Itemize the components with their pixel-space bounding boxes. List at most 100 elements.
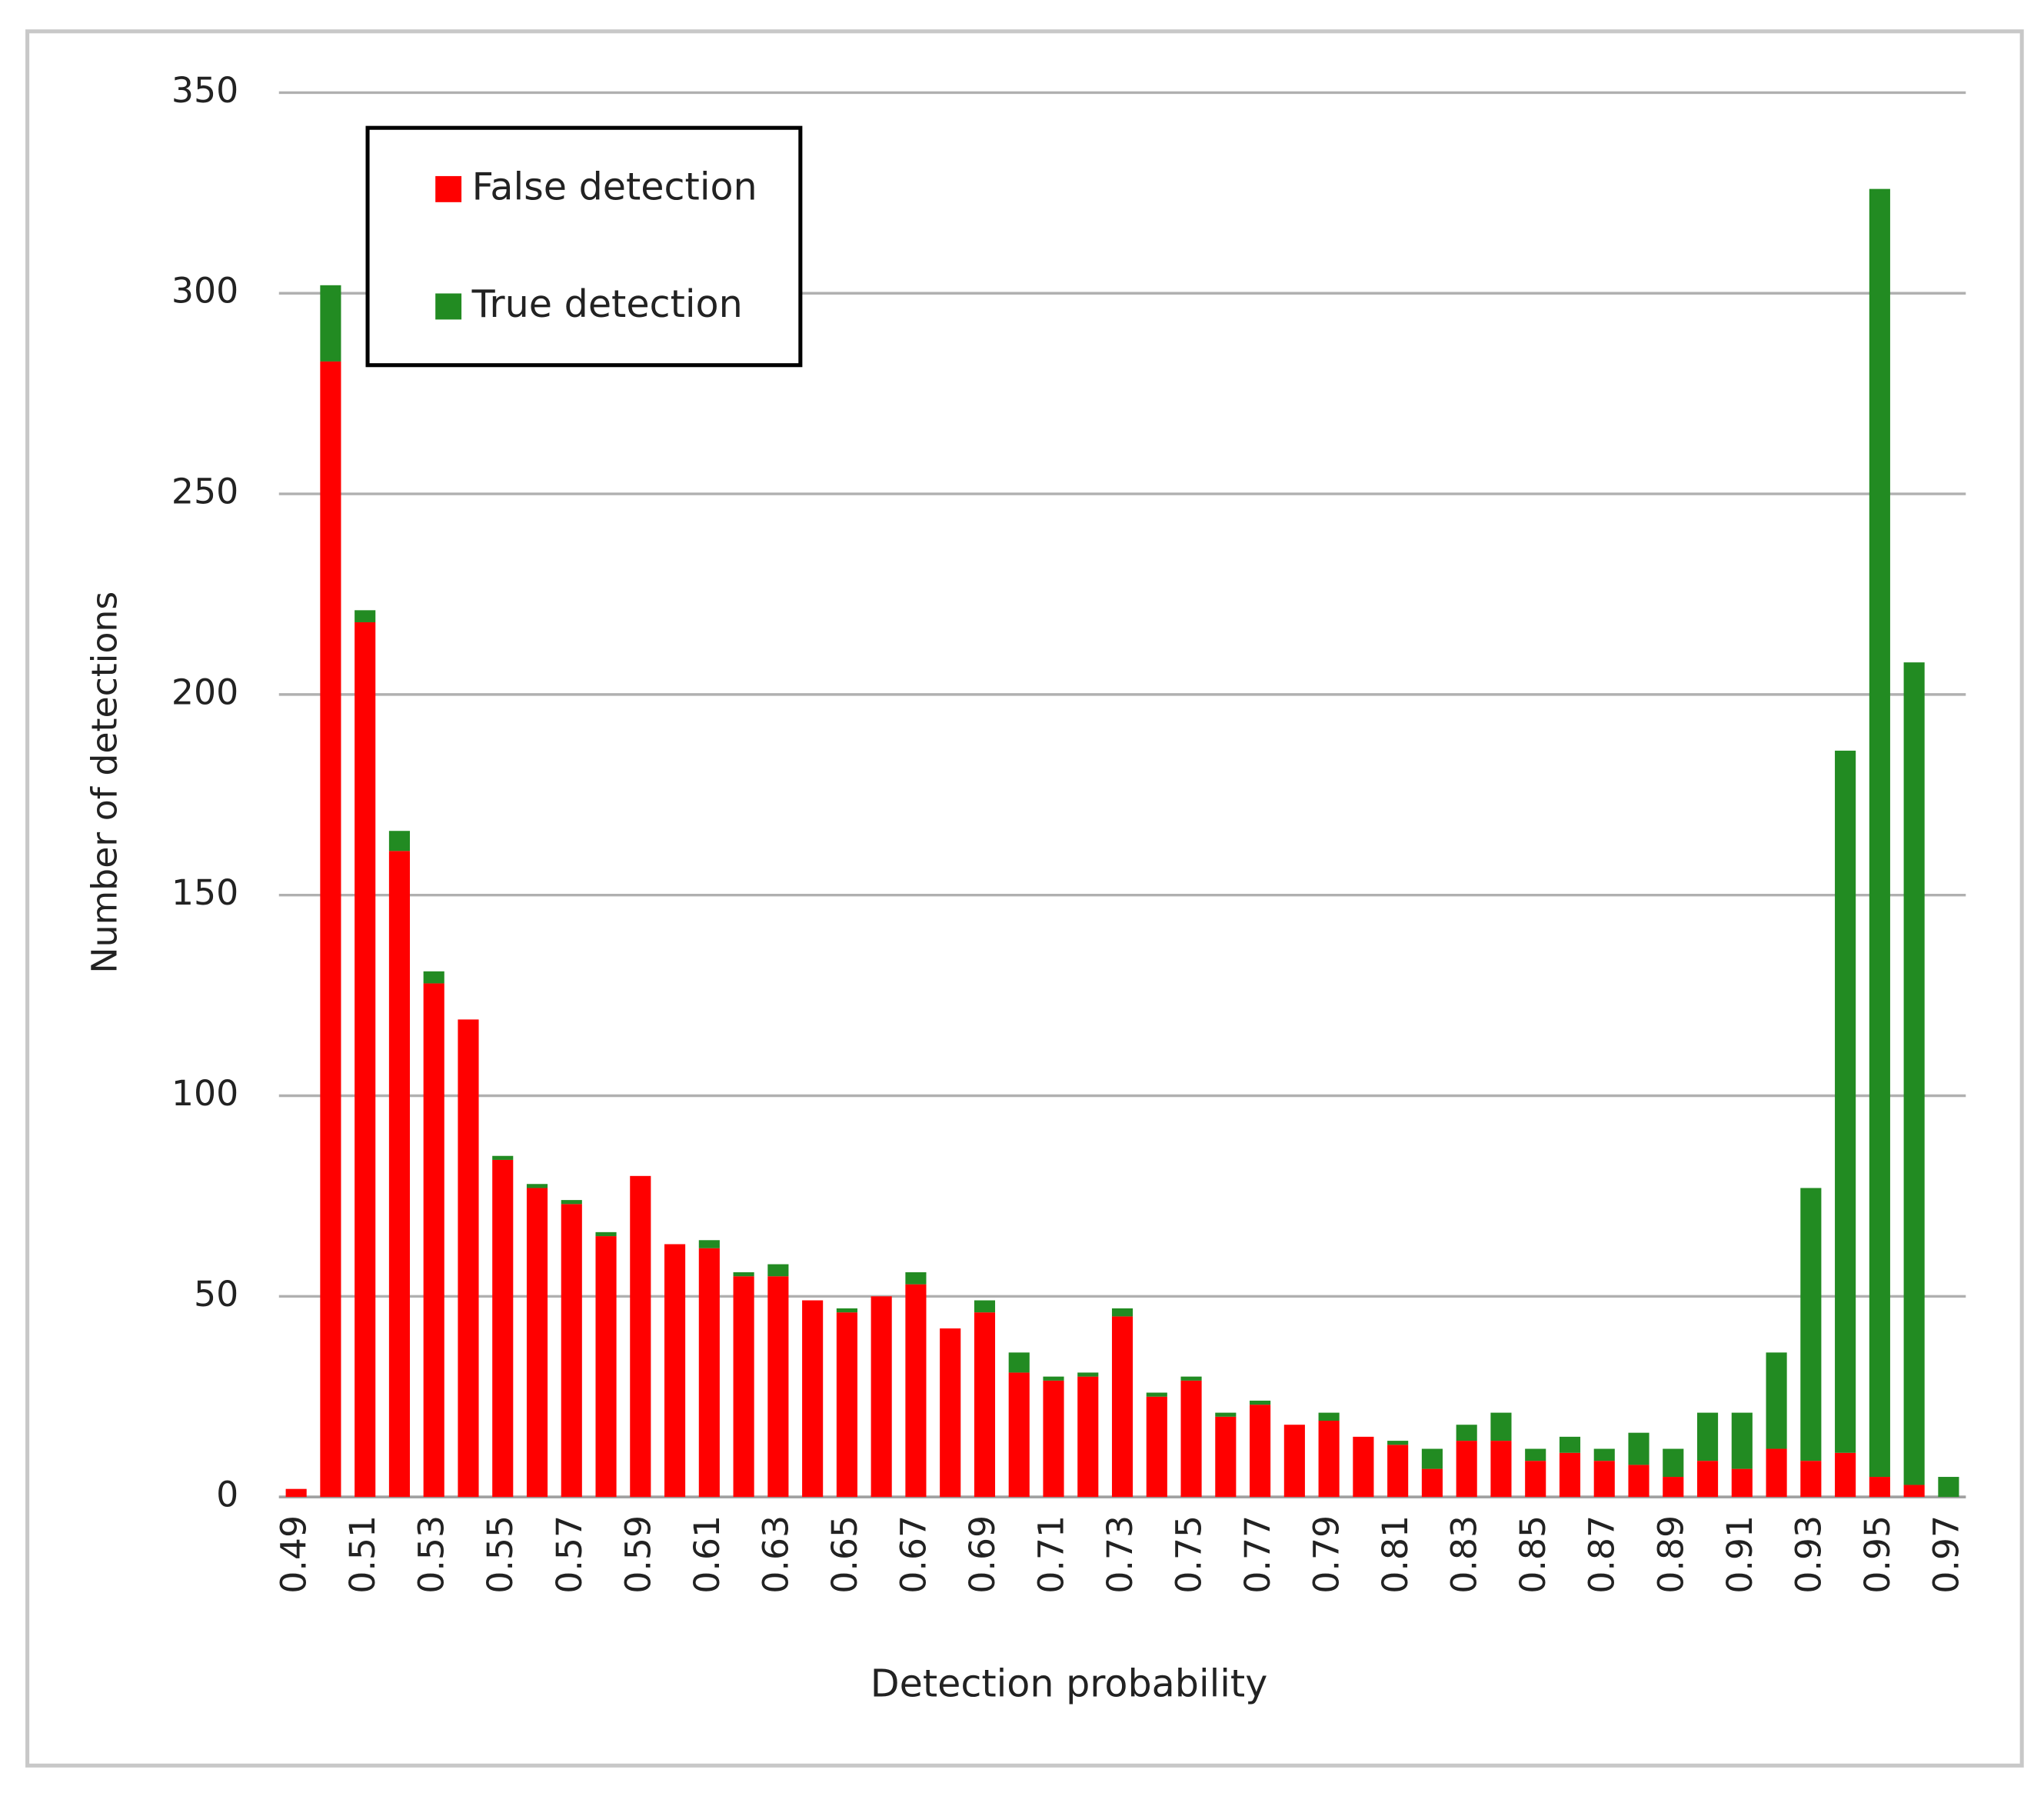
y-tick-label: 250 xyxy=(171,472,238,512)
x-tick-label: 0.59 xyxy=(618,1515,658,1594)
legend-swatch xyxy=(435,293,462,320)
bar-segment xyxy=(733,1276,754,1498)
bar-segment xyxy=(526,1188,548,1498)
bar-segment xyxy=(1490,1412,1512,1441)
bar-segment xyxy=(1318,1412,1340,1421)
bar-segment xyxy=(526,1184,548,1188)
bar-segment xyxy=(630,1175,651,1498)
x-tick-label: 0.97 xyxy=(1926,1515,1966,1594)
x-tick-label: 0.69 xyxy=(962,1515,1003,1594)
x-tick-label: 0.57 xyxy=(549,1515,590,1594)
bar-segment xyxy=(836,1312,857,1498)
bar-segment xyxy=(492,1155,514,1160)
x-tick-label: 0.53 xyxy=(411,1515,452,1594)
x-tick-label: 0.75 xyxy=(1169,1515,1210,1594)
x-tick-label: 0.91 xyxy=(1719,1515,1760,1594)
bar-segment xyxy=(1387,1445,1409,1498)
bar-segment xyxy=(1008,1352,1030,1373)
bar-segment xyxy=(1180,1380,1202,1498)
bar-segment xyxy=(1593,1461,1615,1498)
bar-segment xyxy=(1008,1372,1030,1498)
bar-segment xyxy=(423,971,444,984)
bar-segment xyxy=(355,610,376,622)
bar-segment xyxy=(1215,1416,1237,1498)
bar-segment xyxy=(664,1244,686,1498)
y-tick-label: 100 xyxy=(171,1073,238,1114)
bar-segment xyxy=(1731,1468,1753,1498)
y-tick-label: 300 xyxy=(171,271,238,312)
bar-segment xyxy=(1835,750,1856,1453)
bar-segment xyxy=(1593,1448,1615,1461)
bar-segment xyxy=(767,1276,789,1498)
bar-segment xyxy=(1766,1448,1787,1498)
x-tick-label: 0.65 xyxy=(824,1515,865,1594)
bar-segment xyxy=(974,1300,996,1313)
bar-segment xyxy=(1696,1461,1719,1498)
x-tick-label: 0.49 xyxy=(274,1515,315,1594)
x-tick-label: 0.81 xyxy=(1375,1515,1416,1594)
bar-segment xyxy=(1800,1188,1822,1461)
legend-box xyxy=(365,125,803,368)
bar-segment xyxy=(1490,1441,1512,1498)
bar-segment xyxy=(698,1240,720,1248)
bar-segment xyxy=(1696,1412,1719,1461)
bar-segment xyxy=(1180,1376,1202,1381)
bar-segment xyxy=(905,1284,927,1498)
bar-segment xyxy=(1077,1372,1099,1377)
bar-segment xyxy=(492,1159,514,1498)
x-tick-label: 0.85 xyxy=(1513,1515,1553,1594)
bar-segment xyxy=(320,361,341,1498)
bar-segment xyxy=(1456,1425,1477,1441)
y-tick-label: 350 xyxy=(171,70,238,111)
bar-segment xyxy=(423,983,444,1498)
x-tick-label: 0.89 xyxy=(1650,1515,1691,1594)
bar-segment xyxy=(1938,1477,1959,1498)
bar-segment xyxy=(1869,188,1890,1478)
bar-segment xyxy=(1559,1436,1581,1453)
y-tick-label: 50 xyxy=(194,1274,238,1315)
x-tick-label: 0.63 xyxy=(755,1515,796,1594)
bar-segment xyxy=(1869,1477,1890,1498)
bar-segment xyxy=(767,1264,789,1277)
bar-segment xyxy=(1077,1376,1099,1498)
bar-segment xyxy=(1283,1425,1305,1498)
bar-segment xyxy=(698,1248,720,1498)
bar-segment xyxy=(1559,1452,1581,1498)
x-tick-label: 0.51 xyxy=(342,1515,383,1594)
bar-segment xyxy=(561,1204,582,1498)
bar-segment xyxy=(1146,1396,1167,1498)
legend-swatch xyxy=(435,175,462,202)
y-tick-label: 200 xyxy=(171,672,238,712)
x-tick-label: 0.67 xyxy=(893,1515,934,1594)
bar-segment xyxy=(1146,1392,1167,1397)
bar-segment xyxy=(285,1488,307,1498)
bar-segment xyxy=(1628,1465,1650,1498)
bar-segment xyxy=(1353,1436,1374,1498)
bar-segment xyxy=(1766,1352,1787,1449)
y-tick-label: 0 xyxy=(216,1475,238,1515)
x-axis-title: Detection probability xyxy=(871,1661,1268,1705)
bar-segment xyxy=(595,1231,617,1237)
bar-segment xyxy=(1250,1400,1271,1405)
bar-segment xyxy=(1043,1380,1064,1498)
y-tick-label: 150 xyxy=(171,872,238,913)
x-tick-label: 0.73 xyxy=(1100,1515,1140,1594)
bar-segment xyxy=(1525,1448,1546,1461)
bar-segment xyxy=(1111,1308,1134,1317)
bar-segment xyxy=(1800,1461,1822,1498)
legend-label: False detection xyxy=(472,164,757,208)
bar-segment xyxy=(974,1312,996,1498)
x-tick-label: 0.93 xyxy=(1788,1515,1829,1594)
bar-segment xyxy=(1318,1421,1340,1498)
x-tick-label: 0.77 xyxy=(1237,1515,1278,1594)
bar-segment xyxy=(1456,1441,1477,1498)
bar-segment xyxy=(1421,1468,1443,1498)
bar-segment xyxy=(1628,1432,1650,1465)
bar-segment xyxy=(871,1296,892,1498)
bar-segment xyxy=(1043,1376,1064,1381)
legend-label: True detection xyxy=(471,282,743,326)
bar-segment xyxy=(355,622,376,1498)
bar-segment xyxy=(1903,662,1925,1485)
bar-segment xyxy=(1903,1485,1925,1498)
